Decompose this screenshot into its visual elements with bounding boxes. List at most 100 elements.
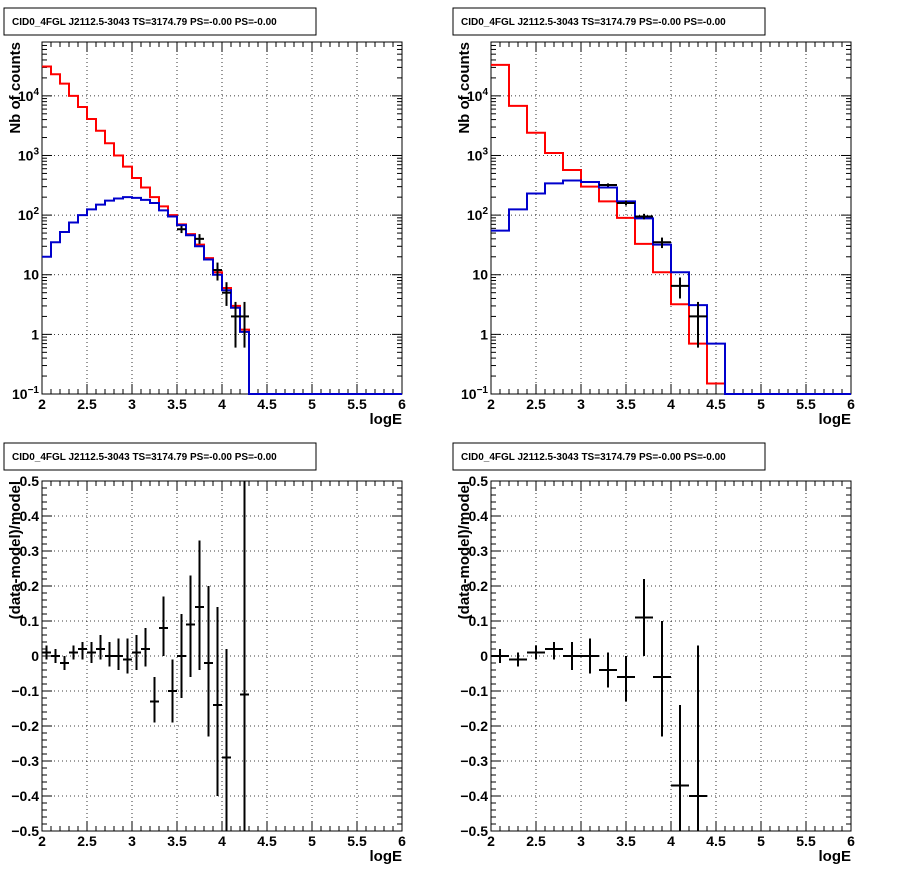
chart-panel-3: CID0_4FGL J2112.5-3043 TS=3174.79 PS=-0.… xyxy=(3,442,406,865)
chart-panel-1: CID0_4FGL J2112.5-3043 TS=3174.79 PS=-0.… xyxy=(3,7,406,428)
x-tick-label: 2 xyxy=(38,833,46,849)
title-box xyxy=(452,442,766,471)
grid xyxy=(42,481,402,831)
data-point xyxy=(527,645,545,660)
data-point xyxy=(240,481,249,831)
data-point xyxy=(222,649,231,831)
series-points xyxy=(177,225,249,348)
x-tick-label: 4.5 xyxy=(257,396,277,412)
x-tick-label: 5 xyxy=(757,833,765,849)
y-tick-label: 0 xyxy=(480,648,488,664)
x-tick-label: 3.5 xyxy=(167,833,187,849)
data-point xyxy=(123,638,132,674)
x-axis-label: logE xyxy=(370,848,403,865)
data-point xyxy=(213,262,222,281)
data-point xyxy=(132,635,141,670)
grid xyxy=(491,481,851,831)
data-point xyxy=(563,642,581,670)
data-point xyxy=(105,642,114,667)
data-point xyxy=(671,277,689,299)
y-tick-label: −0.2 xyxy=(460,718,488,734)
y-tick-label: −0.5 xyxy=(460,823,488,839)
data-point xyxy=(213,607,222,796)
title-box xyxy=(452,7,766,36)
x-tick-label: 5.5 xyxy=(347,396,367,412)
chart-title: CID0_4FGL J2112.5-3043 TS=3174.79 PS=-0.… xyxy=(461,452,726,463)
y-tick-label: −0.3 xyxy=(11,753,39,769)
x-tick-label: 4 xyxy=(667,396,675,412)
y-tick-label: 104 xyxy=(18,87,40,104)
x-tick-label: 3 xyxy=(128,396,136,412)
grid xyxy=(491,42,851,394)
x-tick-label: 5.5 xyxy=(796,833,816,849)
x-tick-label: 6 xyxy=(847,833,855,849)
y-tick-label: 103 xyxy=(18,146,40,163)
axes-ticks xyxy=(41,41,403,395)
y-axis-label: Nb of counts xyxy=(456,42,473,134)
data-point xyxy=(491,649,509,663)
series-points xyxy=(491,579,707,831)
chart-title: CID0_4FGL J2112.5-3043 TS=3174.79 PS=-0.… xyxy=(12,452,277,463)
axes-ticks xyxy=(490,41,852,395)
data-point xyxy=(87,642,96,663)
x-tick-label: 4.5 xyxy=(257,833,277,849)
y-tick-label: 0.3 xyxy=(20,543,40,559)
y-tick-label: −0.1 xyxy=(460,683,488,699)
y-tick-label: 10 xyxy=(472,267,488,283)
x-tick-label: 5 xyxy=(757,396,765,412)
x-tick-label: 5 xyxy=(308,396,316,412)
x-tick-label: 3 xyxy=(128,833,136,849)
x-tick-label: 3 xyxy=(577,833,585,849)
data-point xyxy=(231,301,240,348)
y-tick-label: 102 xyxy=(18,206,40,223)
y-tick-label: 103 xyxy=(467,146,489,163)
x-tick-label: 2 xyxy=(487,833,495,849)
data-point xyxy=(545,642,563,660)
data-point xyxy=(42,645,51,660)
x-tick-label: 4.5 xyxy=(706,833,726,849)
y-tick-label: 0.1 xyxy=(469,613,489,629)
grid xyxy=(42,42,402,394)
axes-ticks xyxy=(490,480,852,832)
x-axis-label: logE xyxy=(370,411,403,428)
x-tick-label: 6 xyxy=(398,396,406,412)
data-point xyxy=(186,575,195,677)
y-tick-label: −0.4 xyxy=(11,788,39,804)
x-tick-label: 4 xyxy=(667,833,675,849)
data-point xyxy=(159,596,168,656)
x-tick-label: 2 xyxy=(487,396,495,412)
y-tick-label: 0.5 xyxy=(469,473,489,489)
data-point xyxy=(60,656,69,670)
y-tick-label: 1 xyxy=(480,326,488,342)
x-tick-label: 2.5 xyxy=(77,396,97,412)
x-tick-label: 2.5 xyxy=(526,396,546,412)
data-point xyxy=(177,225,186,234)
x-tick-label: 3 xyxy=(577,396,585,412)
data-point xyxy=(509,652,527,667)
y-tick-label: −0.3 xyxy=(460,753,488,769)
axes-ticks xyxy=(41,480,403,832)
y-tick-label: 0.4 xyxy=(469,508,489,524)
data-point xyxy=(240,301,249,348)
x-tick-label: 6 xyxy=(847,396,855,412)
data-point xyxy=(69,645,78,660)
y-tick-label: 0.5 xyxy=(20,473,40,489)
y-tick-label: 0.4 xyxy=(20,508,40,524)
y-tick-label: −0.2 xyxy=(11,718,39,734)
x-tick-label: 3.5 xyxy=(616,396,636,412)
y-tick-label: 10−1 xyxy=(12,385,39,402)
y-tick-label: 0.3 xyxy=(469,543,489,559)
x-tick-label: 3.5 xyxy=(616,833,636,849)
data-point xyxy=(195,540,204,670)
data-point xyxy=(635,213,653,220)
data-point xyxy=(653,237,671,249)
chart-title: CID0_4FGL J2112.5-3043 TS=3174.79 PS=-0.… xyxy=(461,17,726,28)
x-tick-label: 5.5 xyxy=(796,396,816,412)
data-point xyxy=(114,638,123,670)
x-tick-label: 3.5 xyxy=(167,396,187,412)
y-axis-label: (data-model)/model xyxy=(456,481,473,619)
x-axis-label: logE xyxy=(819,848,852,865)
data-point xyxy=(168,659,177,723)
data-point xyxy=(581,638,599,674)
y-tick-label: −0.1 xyxy=(11,683,39,699)
